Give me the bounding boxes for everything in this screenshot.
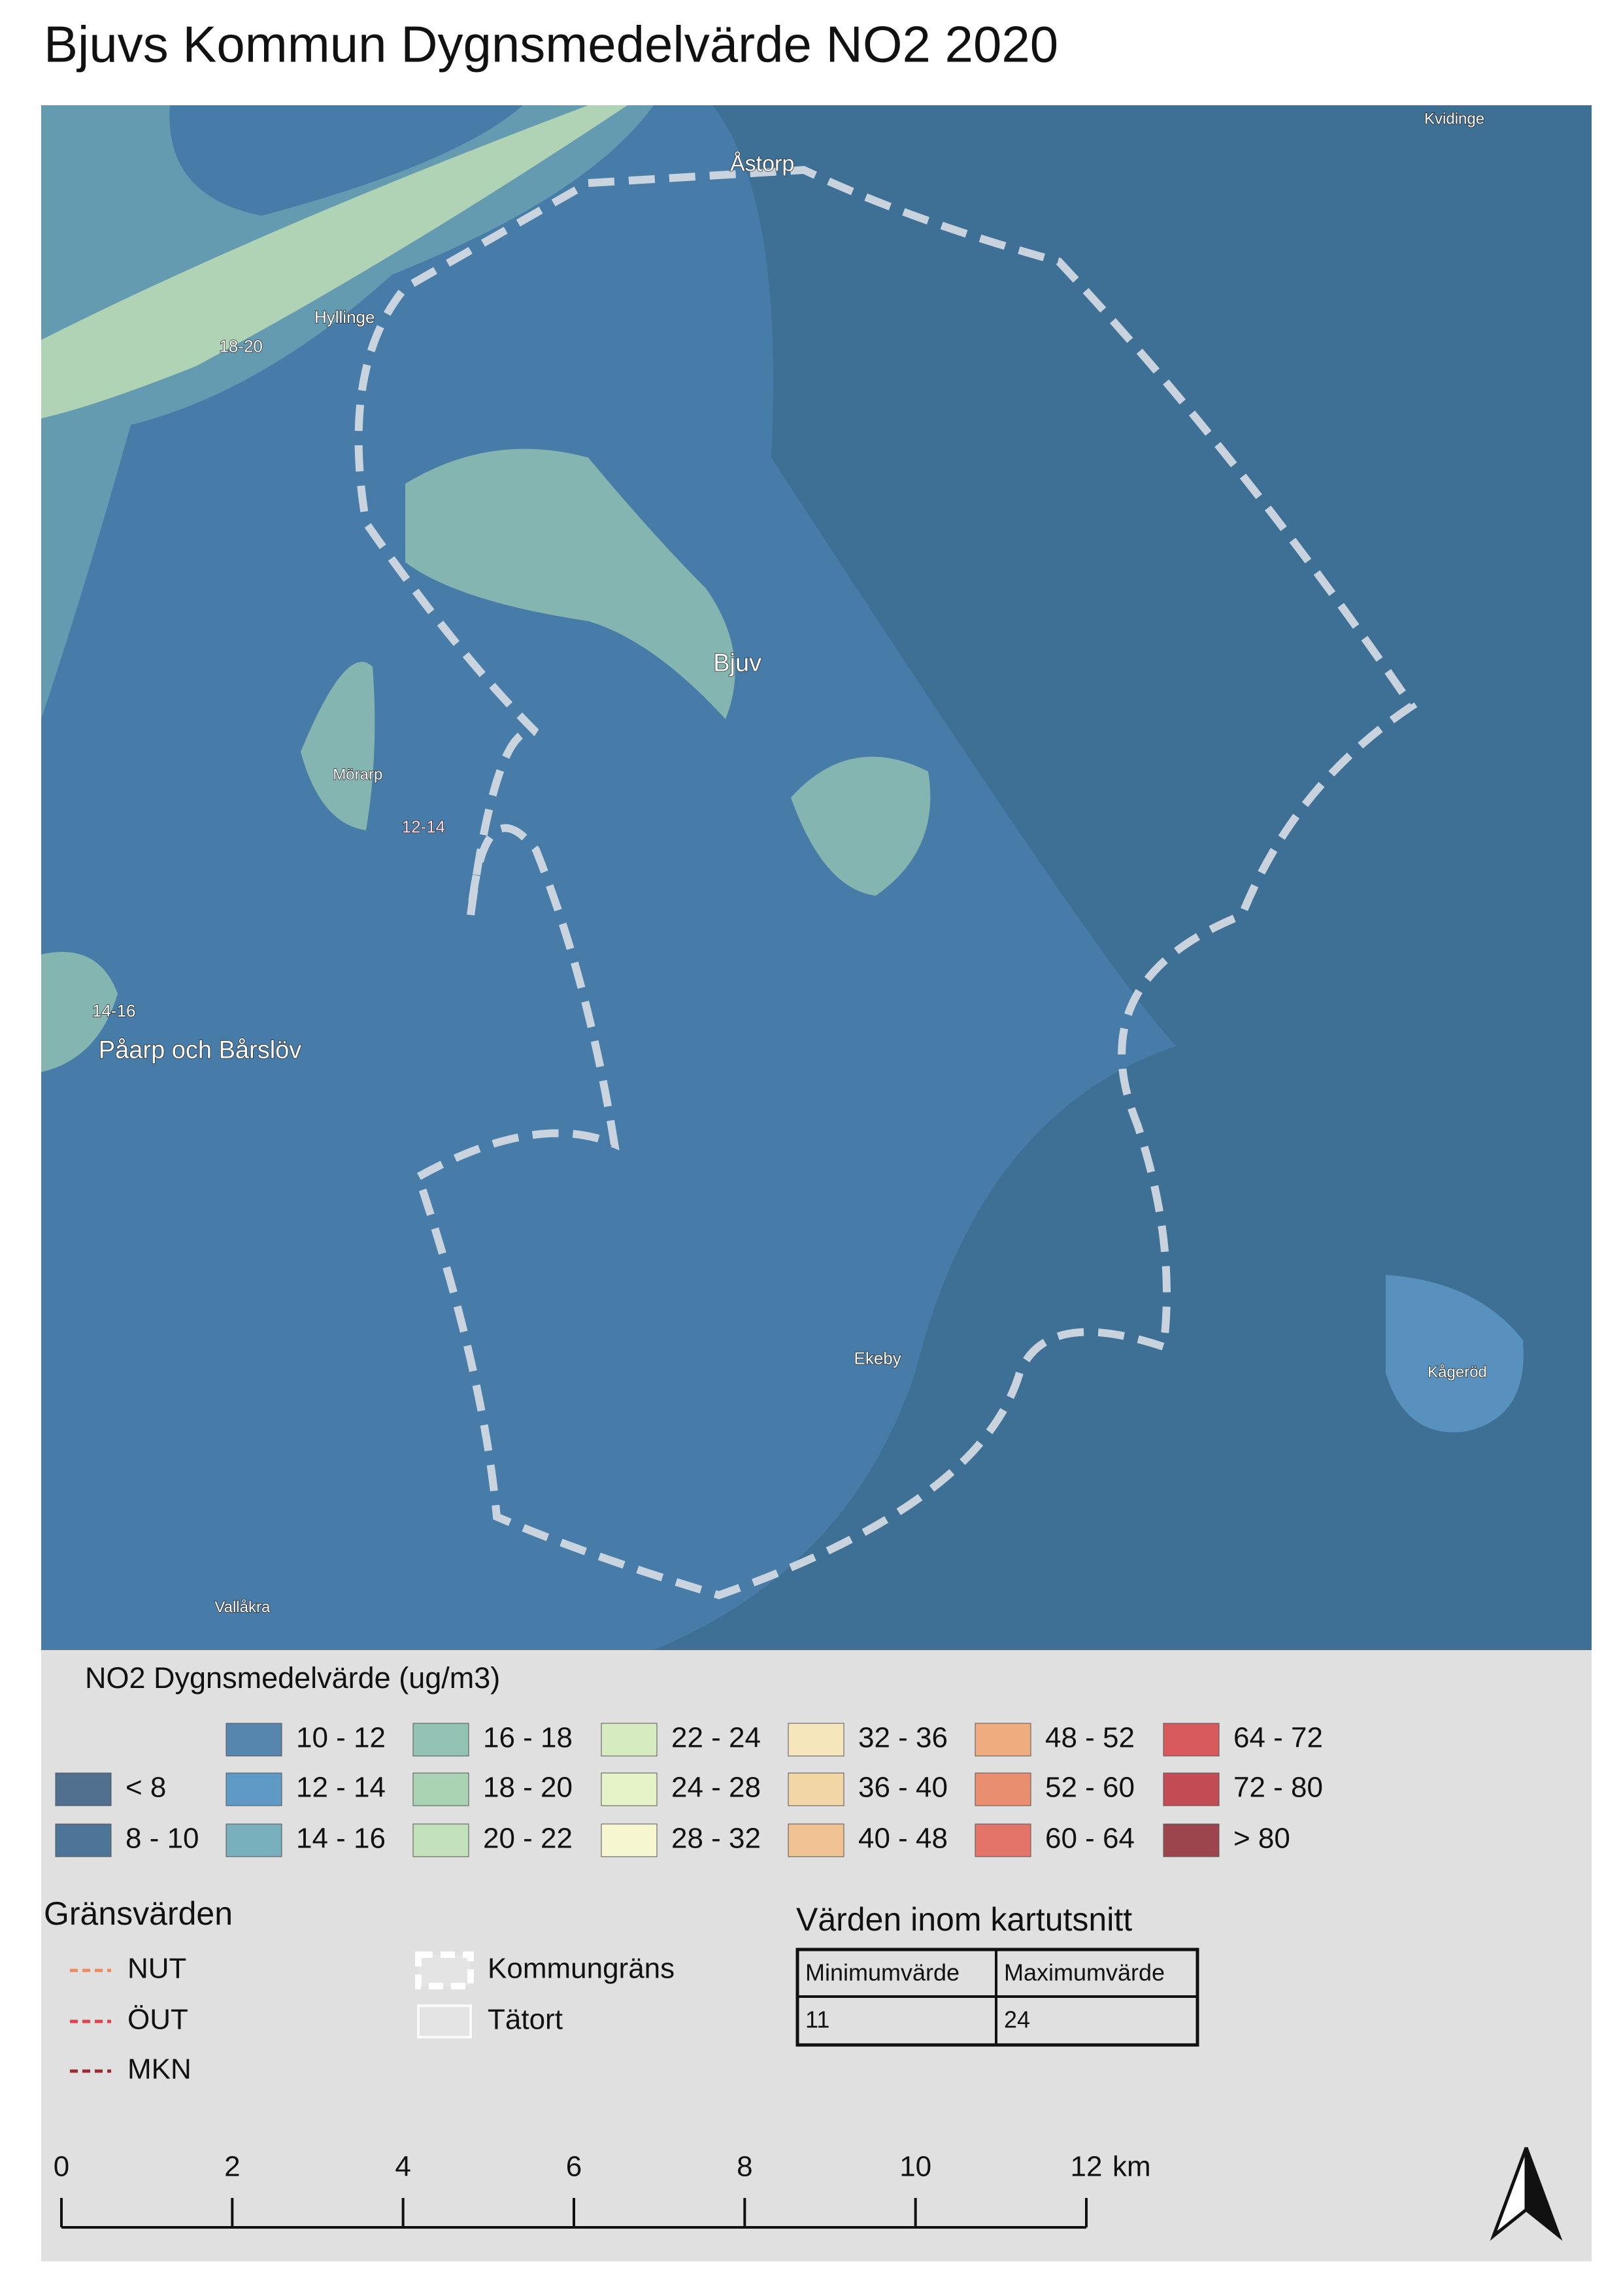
- legend-swatch: [412, 1723, 469, 1757]
- north-arrow: [1524, 2147, 1563, 2241]
- zone-bjuv-south: [791, 756, 931, 896]
- limit-label: NUT: [127, 1953, 186, 1985]
- boundary-swatch: [415, 1951, 474, 1989]
- map-label: Kvidinge: [1424, 110, 1484, 128]
- map-label: 18-20: [219, 337, 263, 356]
- scalebar-label: 8: [737, 2151, 752, 2183]
- legend-label: 16 - 18: [483, 1722, 573, 1754]
- table-cell: 24: [1004, 2006, 1030, 2033]
- zone-18-20: [41, 105, 627, 418]
- legend-swatch: [601, 1772, 658, 1806]
- legend-label: 64 - 72: [1233, 1722, 1323, 1754]
- map-label: Åstorp: [730, 151, 794, 176]
- legend-label: 12 - 14: [296, 1772, 386, 1804]
- boundary-label: Kommungräns: [488, 1953, 675, 1985]
- map-label: Ekeby: [854, 1349, 901, 1368]
- scalebar-label: 12: [1071, 2151, 1103, 2183]
- scalebar-label: 10: [899, 2151, 931, 2183]
- legend-label: 40 - 48: [858, 1823, 948, 1855]
- legend-swatch: [975, 1823, 1031, 1857]
- table-header: Maximumvärde: [1004, 1959, 1165, 1986]
- zone-12-14: [41, 105, 1177, 1650]
- scalebar-label: 2: [224, 2151, 240, 2183]
- legend-swatch: [788, 1823, 844, 1857]
- legend-label: 36 - 40: [858, 1772, 948, 1804]
- limit-label: ÖUT: [127, 2004, 188, 2036]
- table-header: Minimumvärde: [805, 1959, 960, 1986]
- map-label: Påarp och Bårslöv: [99, 1037, 302, 1064]
- legend-label: 52 - 60: [1045, 1772, 1135, 1804]
- legend-label: 22 - 24: [671, 1722, 761, 1754]
- legend-label: 20 - 22: [483, 1823, 573, 1855]
- legend-swatch: [1163, 1772, 1220, 1806]
- limit-label: MKN: [127, 2053, 192, 2085]
- legend-label: 10 - 12: [296, 1722, 386, 1754]
- legend-title: NO2 Dygnsmedelvärde (ug/m3): [85, 1661, 500, 1695]
- zone-bjuv: [405, 448, 735, 719]
- legend-label: 60 - 64: [1045, 1823, 1135, 1855]
- zone-morarp: [301, 662, 375, 830]
- map-label: Vallåkra: [214, 1598, 271, 1616]
- zone-14-16: [41, 105, 654, 719]
- legend-swatch: [226, 1723, 282, 1757]
- legend-swatch: [412, 1772, 469, 1806]
- legend-label: 72 - 80: [1233, 1772, 1323, 1804]
- map-label: Kågeröd: [1428, 1363, 1487, 1381]
- legend-swatch: [55, 1772, 112, 1806]
- map-label: Mörarp: [333, 766, 382, 784]
- legend-swatch: [412, 1823, 469, 1857]
- legend-swatch: [601, 1723, 658, 1757]
- legend-swatch: [975, 1772, 1031, 1806]
- boundary-label: Tätort: [488, 2004, 563, 2036]
- scalebar-label: 4: [395, 2151, 410, 2183]
- zone-paarp: [41, 952, 118, 1072]
- map-label: 12-14: [402, 817, 446, 837]
- legend-label: 24 - 28: [671, 1772, 761, 1804]
- legend-label: 8 - 10: [125, 1823, 199, 1855]
- legend-swatch: [601, 1823, 658, 1857]
- table-title: Värden inom kartutsnitt: [796, 1901, 1132, 1938]
- legend-label: 32 - 36: [858, 1722, 948, 1754]
- scalebar-unit: km: [1112, 2151, 1151, 2183]
- legend-label: < 8: [125, 1772, 166, 1804]
- legend-label: 28 - 32: [671, 1823, 761, 1855]
- map-label: Bjuv: [713, 650, 761, 677]
- legend-label: 18 - 20: [483, 1772, 573, 1804]
- zone-kageröd: [1386, 1275, 1524, 1432]
- legend-swatch: [55, 1823, 112, 1857]
- map-label: Hyllinge: [314, 307, 375, 327]
- table-cell: 11: [805, 2006, 829, 2033]
- legend-label: > 80: [1233, 1823, 1290, 1855]
- legend-swatch: [226, 1823, 282, 1857]
- urban-swatch: [417, 2004, 472, 2038]
- map-label: 14-16: [92, 1001, 136, 1021]
- legend-swatch: [975, 1723, 1031, 1757]
- legend-swatch: [1163, 1823, 1220, 1857]
- scalebar-label: 0: [54, 2151, 69, 2183]
- legend-swatch: [788, 1772, 844, 1806]
- legend-label: 48 - 52: [1045, 1722, 1135, 1754]
- map: [41, 105, 1592, 1650]
- legend-swatch: [1163, 1723, 1220, 1757]
- municipality-boundary: [354, 165, 1418, 1600]
- limits-title: Gränsvärden: [44, 1895, 233, 1932]
- legend-swatch: [226, 1772, 282, 1806]
- title: Bjuvs Kommun Dygnsmedelvärde NO2 2020: [44, 16, 1058, 73]
- scalebar-label: 6: [566, 2151, 582, 2183]
- legend-label: 14 - 16: [296, 1823, 386, 1855]
- legend-swatch: [788, 1723, 844, 1757]
